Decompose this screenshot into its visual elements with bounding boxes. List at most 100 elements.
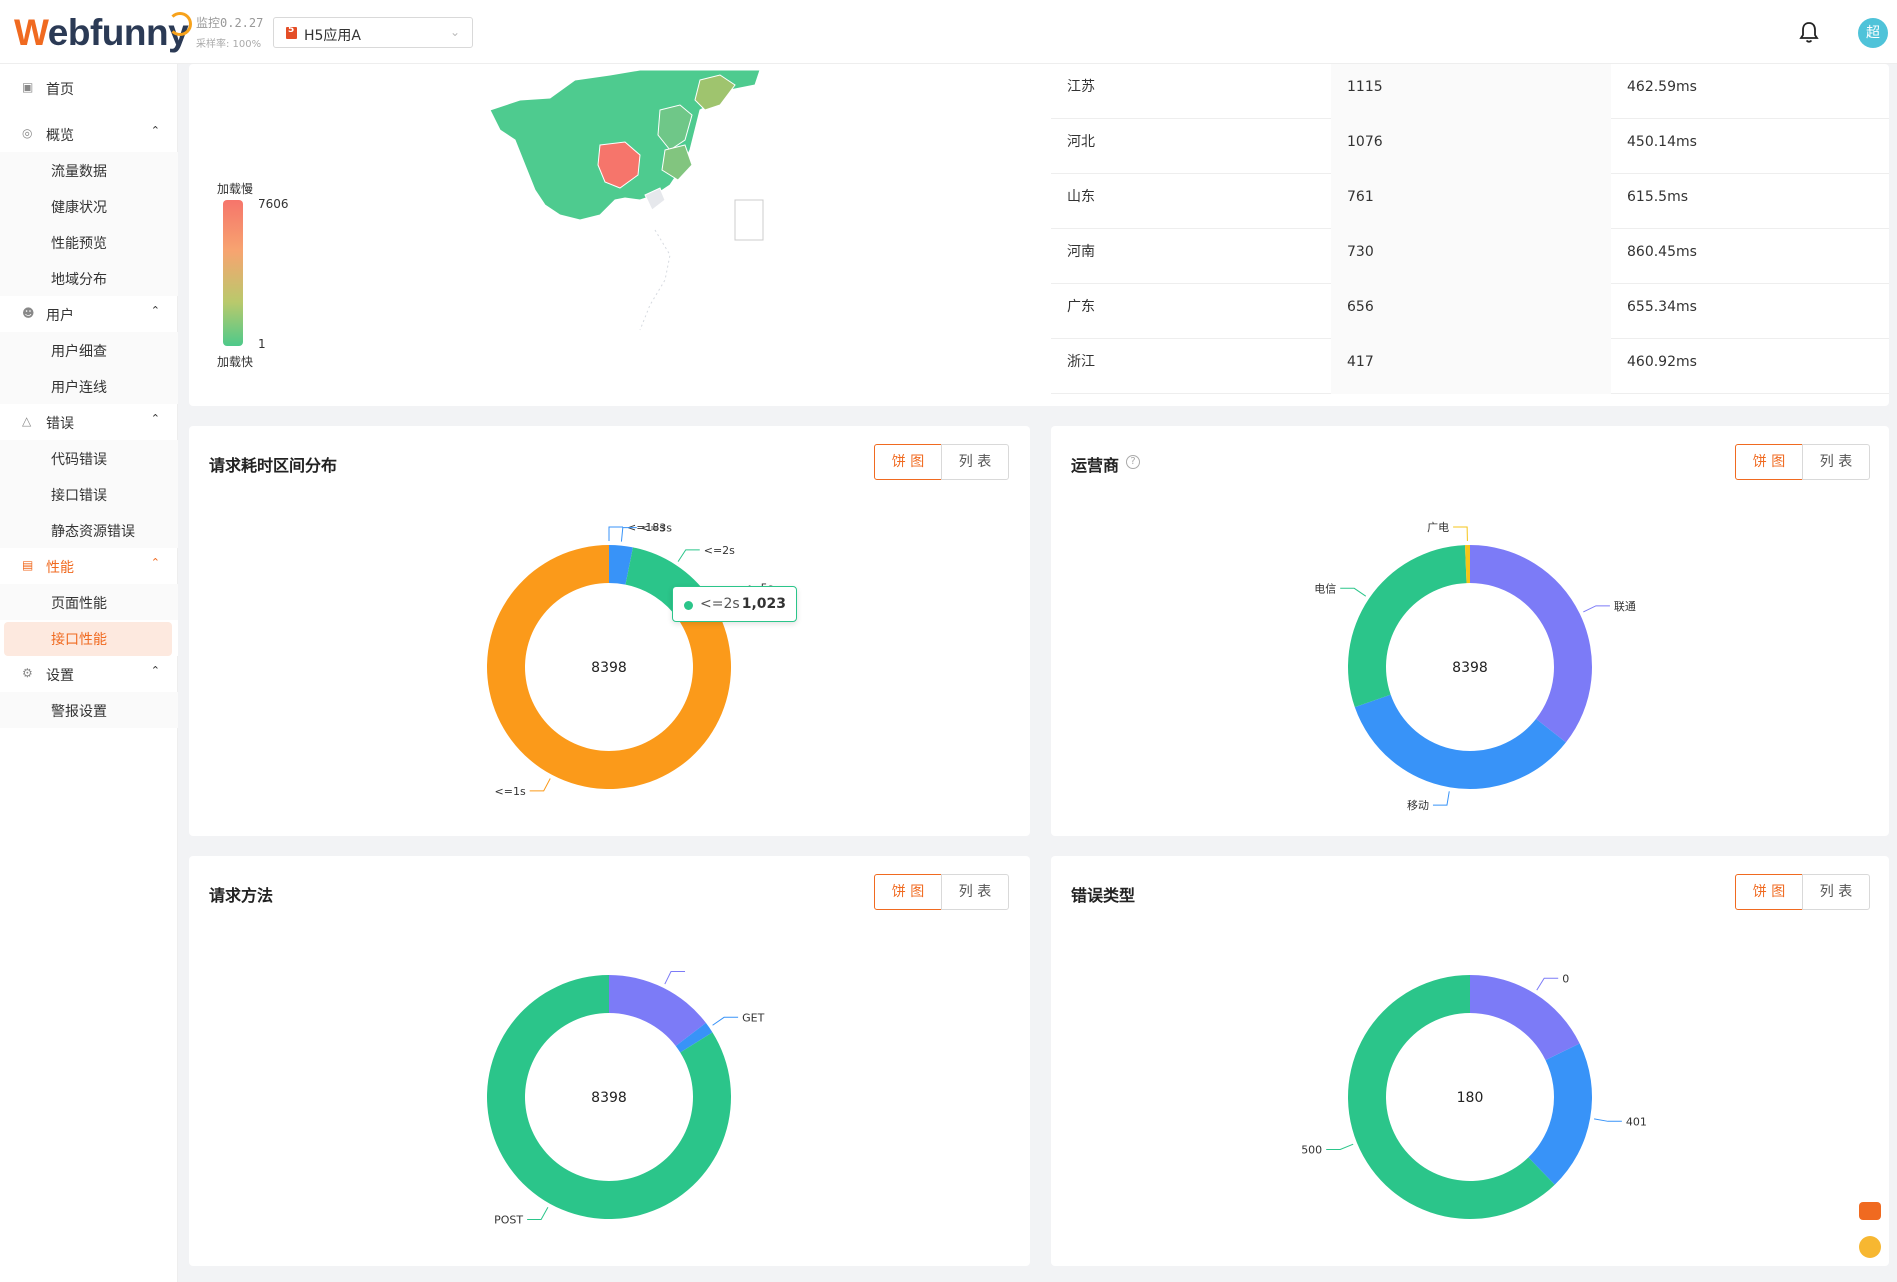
app-select[interactable]: H5应用A ⌄ bbox=[273, 17, 473, 48]
card-title: 请求耗时区间分布 bbox=[209, 456, 338, 475]
chart-tooltip: <=2s 1,023 bbox=[672, 586, 797, 622]
robot-icon[interactable] bbox=[1859, 1202, 1881, 1220]
table-cell-count: 656 bbox=[1331, 284, 1611, 339]
sidebar-item-perf[interactable]: ▤ 性能 ⌃ bbox=[0, 548, 178, 584]
gear-icon: ⚙ bbox=[22, 666, 33, 680]
sidebar-item-label: 性能 bbox=[46, 560, 74, 576]
help-icon[interactable]: ? bbox=[1126, 455, 1140, 469]
sidebar-item-label: 首页 bbox=[46, 82, 74, 98]
sidebar-item-user-link[interactable]: 用户连线 bbox=[0, 368, 178, 404]
pie-view-button[interactable]: 饼 图 bbox=[874, 874, 942, 910]
sidebar-item-user[interactable]: ☻ 用户 ⌃ bbox=[0, 296, 178, 332]
legend-max-value: 7606 bbox=[258, 197, 289, 211]
sidebar-item-api-error[interactable]: 接口错误 bbox=[0, 476, 178, 512]
slice-label: GET bbox=[742, 1011, 764, 1024]
chevron-up-icon: ⌃ bbox=[150, 304, 160, 317]
sidebar-item-alarm[interactable]: 警报设置 bbox=[0, 692, 178, 728]
slice-leader-line bbox=[608, 526, 624, 542]
slice-label: POST bbox=[494, 1213, 523, 1226]
sidebar-item-overview[interactable]: ◎ 概览 ⌃ bbox=[0, 116, 178, 152]
chat-icon[interactable] bbox=[1859, 1236, 1881, 1258]
slice-label: 电信 bbox=[1314, 582, 1336, 595]
table-row: 河北 1076 450.14ms bbox=[1051, 119, 1889, 174]
donut-slice[interactable] bbox=[486, 975, 731, 1219]
table-row: 江苏 1115 462.59ms bbox=[1051, 64, 1889, 119]
slice-label: <=18s bbox=[627, 521, 665, 534]
table-cell-province: 江苏 bbox=[1067, 79, 1095, 95]
donut-slice[interactable] bbox=[1470, 545, 1592, 743]
list-view-button[interactable]: 列 表 bbox=[1802, 444, 1870, 480]
donut-slice[interactable] bbox=[1464, 545, 1470, 584]
donut-slice[interactable] bbox=[1470, 975, 1580, 1061]
tooltip-name: <=2s bbox=[700, 596, 740, 612]
slice-leader-line bbox=[1340, 587, 1367, 597]
table-cell-count: 730 bbox=[1331, 229, 1611, 284]
sidebar-item-page-perf[interactable]: 页面性能 bbox=[0, 584, 178, 620]
top-header: Webfunny 监控0.2.27 采样率: 100% H5应用A ⌄ 超 bbox=[0, 0, 1897, 64]
donut-slice[interactable] bbox=[1347, 975, 1555, 1219]
donut-slice[interactable] bbox=[1348, 545, 1467, 708]
bell-icon[interactable] bbox=[1798, 20, 1820, 44]
sidebar-item-traffic[interactable]: 流量数据 bbox=[0, 152, 178, 188]
donut-slice[interactable] bbox=[609, 975, 706, 1046]
slice-leader-line bbox=[529, 778, 551, 792]
slice-label: <=1s bbox=[495, 785, 526, 798]
map-region-north[interactable] bbox=[657, 104, 693, 151]
map-region-south[interactable] bbox=[644, 187, 666, 211]
sidebar-item-user-detail[interactable]: 用户细查 bbox=[0, 332, 178, 368]
slice-leader-line bbox=[527, 1206, 549, 1220]
list-view-button[interactable]: 列 表 bbox=[941, 444, 1009, 480]
map-region-sichuan[interactable] bbox=[597, 141, 641, 189]
slice-label: <=3s bbox=[641, 522, 672, 535]
donut-slice[interactable] bbox=[609, 545, 633, 585]
sidebar-item-home[interactable]: ▣ 首页 bbox=[0, 70, 178, 106]
slice-label: 500 bbox=[1301, 1143, 1322, 1156]
sidebar-item-label: 接口性能 bbox=[51, 632, 107, 648]
slice-label: 401 bbox=[1626, 1115, 1647, 1128]
table-row: 河南 730 860.45ms bbox=[1051, 229, 1889, 284]
sidebar-item-geo[interactable]: 地域分布 bbox=[0, 260, 178, 296]
webfunny-logo[interactable]: Webfunny bbox=[14, 12, 189, 53]
sample-rate-label: 采样率: 100% bbox=[196, 39, 262, 50]
pie-view-button[interactable]: 饼 图 bbox=[1735, 874, 1803, 910]
slice-leader-line bbox=[1453, 526, 1468, 542]
table-cell-count: 417 bbox=[1331, 339, 1611, 394]
legend-min-value: 1 bbox=[258, 337, 266, 351]
map-region-east[interactable] bbox=[661, 144, 693, 181]
donut-slice[interactable] bbox=[675, 1022, 713, 1053]
sidebar-item-label: 流量数据 bbox=[51, 164, 107, 180]
sidebar-item-code-error[interactable]: 代码错误 bbox=[0, 440, 178, 476]
sidebar-item-label: 用户连线 bbox=[51, 380, 107, 396]
sidebar-item-settings[interactable]: ⚙ 设置 ⌃ bbox=[0, 656, 178, 692]
slice-leader-line bbox=[664, 970, 686, 985]
pie-view-button[interactable]: 饼 图 bbox=[1735, 444, 1803, 480]
list-view-button[interactable]: 列 表 bbox=[941, 874, 1009, 910]
avatar[interactable]: 超 bbox=[1858, 18, 1888, 48]
donut-slice[interactable] bbox=[1528, 1043, 1592, 1185]
performance-icon: ▤ bbox=[22, 558, 34, 572]
table-cell-count: 1076 bbox=[1331, 119, 1611, 174]
sidebar-item-health[interactable]: 健康状况 bbox=[0, 188, 178, 224]
table-row: 浙江 417 460.92ms bbox=[1051, 339, 1889, 394]
slice-leader-line bbox=[1583, 605, 1610, 613]
region-table: 江苏 1115 462.59ms 河北 1076 450.14ms 山东 761 615.5ms… bbox=[1051, 64, 1889, 394]
sidebar-item-error[interactable]: △ 错误 ⌃ bbox=[0, 404, 178, 440]
table-cell-time: 615.5ms bbox=[1627, 189, 1689, 205]
donut-slice[interactable] bbox=[1354, 694, 1566, 789]
pie-view-button[interactable]: 饼 图 bbox=[874, 444, 942, 480]
slice-label: <=2s bbox=[704, 544, 735, 557]
sidebar-item-perf-preview[interactable]: 性能预览 bbox=[0, 224, 178, 260]
html5-icon bbox=[286, 25, 297, 39]
table-cell-time: 860.45ms bbox=[1627, 244, 1697, 260]
slice-label: 0 bbox=[1562, 972, 1569, 985]
sidebar-item-label: 设置 bbox=[46, 668, 74, 684]
sidebar-item-label: 接口错误 bbox=[51, 488, 107, 504]
donut-slice[interactable] bbox=[486, 545, 731, 789]
list-view-button[interactable]: 列 表 bbox=[1802, 874, 1870, 910]
sidebar-item-api-perf[interactable]: 接口性能 bbox=[0, 620, 178, 656]
map-region-northeast[interactable] bbox=[694, 74, 736, 111]
sidebar-item-static-error[interactable]: 静态资源错误 bbox=[0, 512, 178, 548]
legend-gradient-bar[interactable] bbox=[223, 200, 243, 346]
sidebar-item-label: 用户细查 bbox=[51, 344, 107, 360]
